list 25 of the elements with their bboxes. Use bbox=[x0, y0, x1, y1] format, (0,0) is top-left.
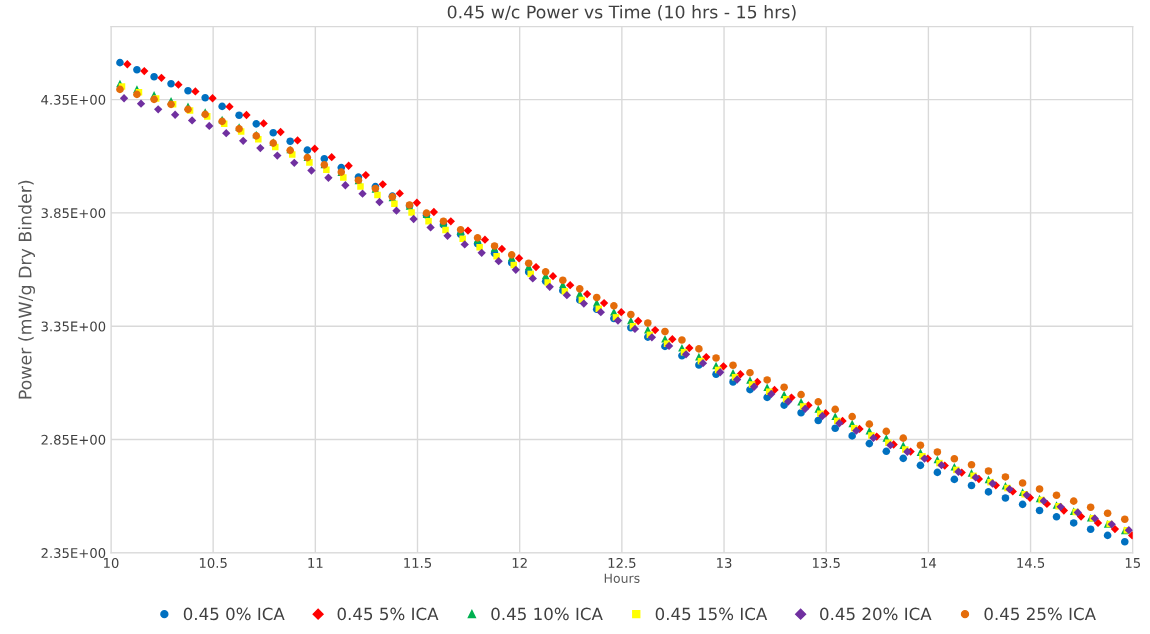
x-tick-label: 12 bbox=[512, 557, 527, 568]
legend-label: 0.45 0% ICA bbox=[183, 607, 285, 621]
legend-label: 0.45 15% ICA bbox=[655, 607, 768, 621]
x-tick-label: 10 bbox=[104, 557, 119, 568]
y-axis-title: Power (mW/g Dry Binder) bbox=[18, 180, 35, 399]
y-tick-label: 2.85E+00 bbox=[41, 434, 106, 445]
x-tick-label: 14.5 bbox=[1017, 558, 1045, 568]
y-tick-label: 2.35E+00 bbox=[41, 548, 106, 559]
legend-label: 0.45 25% ICA bbox=[984, 607, 1096, 621]
legend-label: 0.45 5% ICA bbox=[337, 607, 439, 621]
x-tick-label: 12.5 bbox=[608, 557, 636, 568]
y-tick-label: 4.35E+00 bbox=[41, 94, 106, 105]
x-tick-label: 11.5 bbox=[404, 558, 432, 568]
legend-label: 0.45 20% ICA bbox=[820, 607, 932, 621]
x-tick-label: 14 bbox=[921, 558, 937, 568]
chart-title: 0.45 w/c Power vs Time (10 hrs - 15 hrs) bbox=[447, 5, 796, 21]
x-tick-label: 13.5 bbox=[812, 557, 840, 568]
x-axis-title: Hours bbox=[604, 573, 640, 583]
x-tick-label: 11 bbox=[308, 558, 323, 568]
x-tick-label: 10.5 bbox=[199, 557, 227, 568]
x-tick-label: 13 bbox=[717, 557, 732, 568]
y-tick-label: 3.85E+00 bbox=[41, 208, 106, 219]
y-tick-label: 3.35E+00 bbox=[41, 321, 106, 332]
legend-label: 0.45 10% ICA bbox=[491, 607, 603, 621]
x-tick-label: 15 bbox=[1125, 558, 1140, 568]
